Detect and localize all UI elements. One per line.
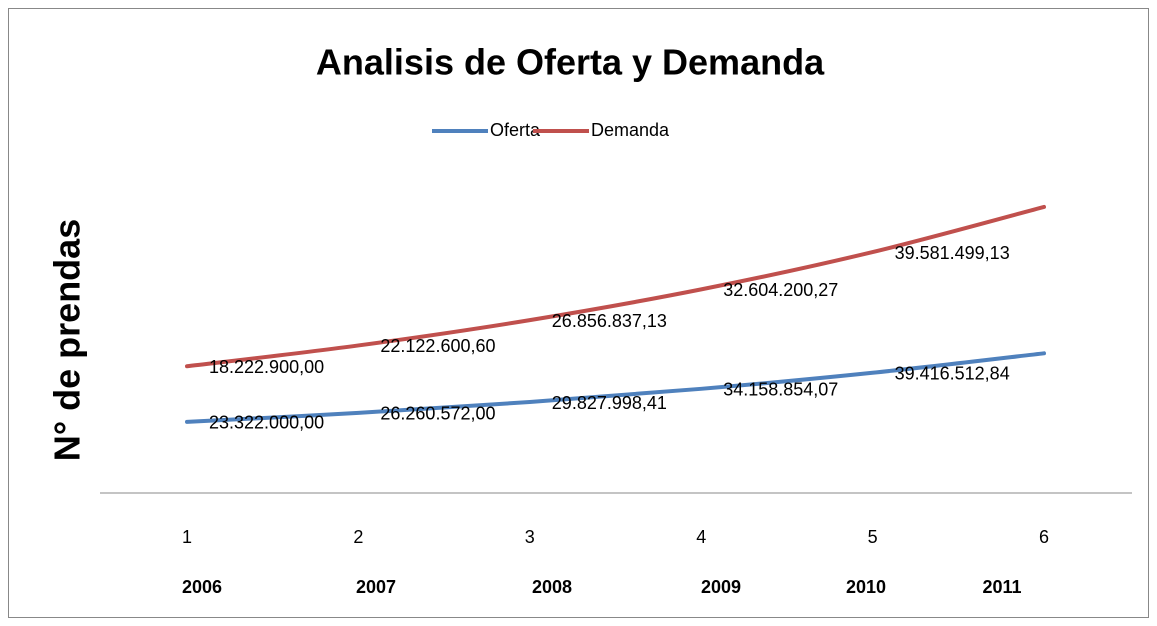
data-label: 22.122.600,60 <box>380 336 495 356</box>
year-label: 2007 <box>356 577 396 597</box>
x-tick-label: 4 <box>696 527 706 547</box>
y-axis-label: N° de prendas <box>47 219 88 461</box>
data-label: 39.416.512,84 <box>895 364 1010 384</box>
year-label: 2008 <box>532 577 572 597</box>
data-label: 26.856.837,13 <box>552 311 667 331</box>
chart-title: Analisis de Oferta y Demanda <box>316 42 825 83</box>
x-tick-label: 2 <box>353 527 363 547</box>
legend-label: Demanda <box>591 120 670 140</box>
x-tick-label: 1 <box>182 527 192 547</box>
year-label: 2011 <box>982 577 1021 597</box>
data-label: 39.581.499,13 <box>895 243 1010 263</box>
x-tick-label: 3 <box>525 527 535 547</box>
data-label: 23.322.000,00 <box>209 413 324 433</box>
data-label: 32.604.200,27 <box>723 280 838 300</box>
data-label: 34.158.854,07 <box>723 380 838 400</box>
data-label: 26.260.572,00 <box>380 404 495 424</box>
legend-label: Oferta <box>490 120 541 140</box>
series-line <box>185 351 1046 424</box>
year-label: 2010 <box>846 577 886 597</box>
x-tick-label: 5 <box>868 527 878 547</box>
x-tick-label: 6 <box>1039 527 1049 547</box>
data-label: 29.827.998,41 <box>552 393 667 413</box>
data-label: 18.222.900,00 <box>209 357 324 377</box>
series-line <box>185 204 1046 369</box>
year-label: 2009 <box>701 577 741 597</box>
year-label: 2006 <box>182 577 222 597</box>
